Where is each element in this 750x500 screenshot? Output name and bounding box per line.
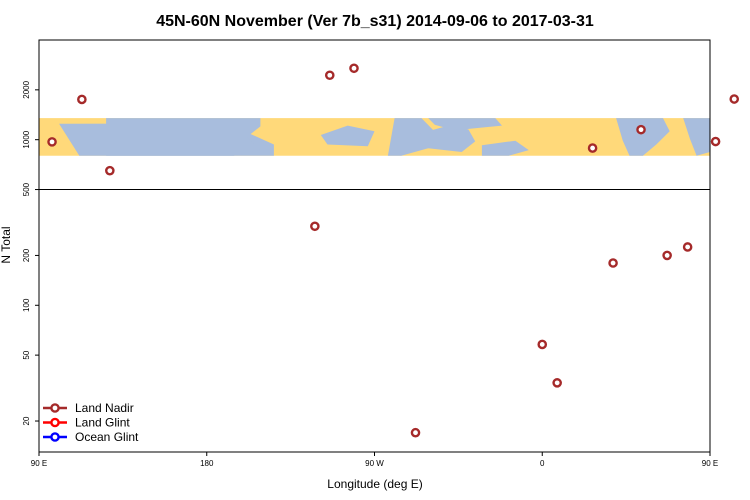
- legend-label: Land Nadir: [75, 401, 134, 415]
- data-points: [47, 63, 740, 438]
- y-tick-label: 100: [22, 298, 31, 312]
- legend-label: Ocean Glint: [75, 430, 139, 444]
- map-water-region: [320, 125, 375, 147]
- x-tick-label: 90 E: [702, 459, 718, 468]
- data-point: [77, 94, 87, 105]
- map-water-region: [683, 118, 710, 156]
- data-point: [662, 250, 672, 261]
- data-point: [105, 165, 115, 176]
- data-point: [636, 124, 646, 135]
- data-point: [710, 136, 721, 147]
- x-axis: 90 E 180 90 W 0 90 E: [31, 452, 718, 468]
- map-water-region: [106, 118, 261, 156]
- data-point: [682, 242, 693, 252]
- y-tick-label: 50: [22, 350, 31, 359]
- data-point: [324, 70, 335, 81]
- y-tick-label: 500: [22, 182, 31, 196]
- y-tick-label: 2000: [22, 80, 31, 98]
- data-point: [410, 427, 421, 438]
- y-axis: 20 50 100 200 500 1000 2000: [22, 80, 39, 425]
- x-tick-label: 180: [200, 459, 214, 468]
- data-point: [310, 221, 320, 232]
- data-point: [47, 137, 57, 147]
- map-water-region: [616, 118, 670, 156]
- map-water-region: [481, 140, 529, 156]
- x-axis-label: Longitude (deg E): [327, 477, 422, 491]
- world-map-band: [39, 118, 710, 156]
- data-point: [608, 258, 618, 268]
- y-axis-label: N Total: [0, 226, 13, 263]
- data-point: [552, 378, 562, 388]
- x-tick-label: 0: [540, 459, 545, 468]
- plot-frame: [38, 39, 711, 453]
- legend-swatch-marker: [50, 432, 60, 442]
- legend-swatch-marker: [50, 403, 60, 413]
- y-tick-label: 1000: [22, 130, 31, 148]
- x-tick-label: 90 E: [31, 459, 47, 468]
- data-point: [729, 94, 740, 104]
- y-tick-label: 200: [22, 248, 31, 262]
- map-water-region: [428, 118, 502, 131]
- data-point: [587, 143, 598, 153]
- legend-label: Land Glint: [75, 416, 130, 430]
- data-point: [537, 339, 548, 350]
- y-tick-label: 20: [22, 416, 31, 425]
- legend-swatch-marker: [50, 417, 60, 428]
- chart-title: 45N-60N November (Ver 7b_s31) 2014-09-06…: [156, 13, 594, 30]
- x-tick-label: 90 W: [365, 459, 384, 468]
- data-point: [349, 63, 359, 74]
- map-water-region: [414, 125, 476, 152]
